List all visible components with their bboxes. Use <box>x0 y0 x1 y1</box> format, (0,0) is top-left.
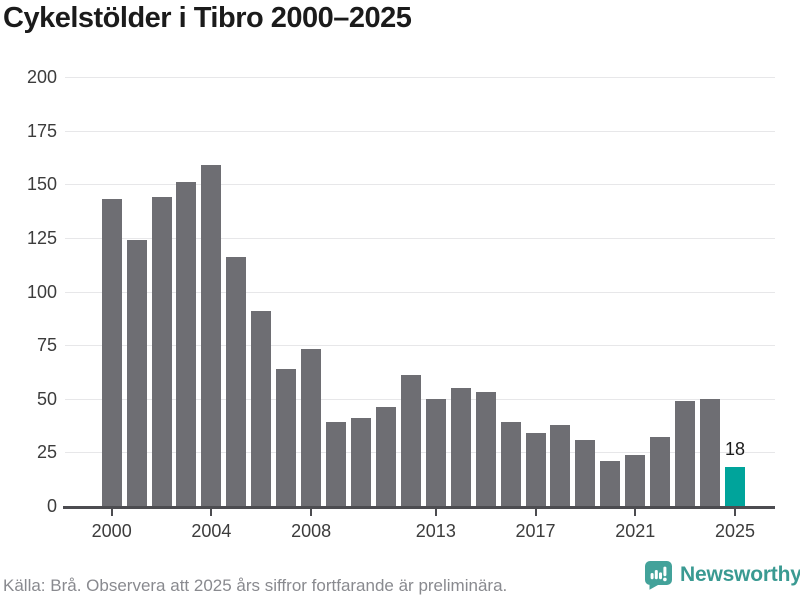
x-tick-label: 2000 <box>91 521 132 541</box>
bar-2017 <box>525 433 546 506</box>
y-axis: 0 25 50 75 100 125 150 175 200 <box>0 67 57 516</box>
bar-2015 <box>475 392 496 506</box>
chart-title: Cykelstölder i Tibro 2000–2025 <box>3 2 412 34</box>
gridline <box>65 237 775 239</box>
x-tick-label: 2004 <box>191 521 232 541</box>
bar-2007 <box>276 368 297 506</box>
bar-2012 <box>400 375 421 506</box>
x-tick-mark <box>434 509 437 516</box>
y-tick-label: 25 <box>36 442 57 463</box>
bar-2005 <box>226 257 247 506</box>
y-tick-label: 175 <box>26 120 57 141</box>
bar-2001 <box>126 240 147 506</box>
x-tick-mark <box>634 509 637 516</box>
bar-2022 <box>650 437 671 506</box>
y-tick-label: 0 <box>46 496 57 516</box>
bar-2006 <box>251 310 272 506</box>
bar-2004 <box>201 164 222 506</box>
bar-value-label: 18 <box>724 439 746 460</box>
x-tick-label: 2017 <box>515 521 556 541</box>
x-tick-mark <box>210 509 213 516</box>
y-tick-label: 200 <box>26 67 57 87</box>
bar-2018 <box>550 424 571 506</box>
y-tick-label: 75 <box>36 335 57 356</box>
bar-2013 <box>425 398 446 506</box>
y-tick-label: 100 <box>26 281 57 302</box>
bar-2008 <box>301 349 322 506</box>
y-tick-label: 125 <box>26 227 57 248</box>
bar-2016 <box>500 422 521 506</box>
x-tick-label: 2008 <box>291 521 332 541</box>
bar-2020 <box>600 460 621 506</box>
x-tick-mark <box>310 509 313 516</box>
bar-2002 <box>151 197 172 506</box>
y-tick-label: 50 <box>36 388 57 409</box>
newsworthy-logo-text: Newsworthy <box>680 563 800 586</box>
chart-speech-bubble-icon <box>645 561 672 590</box>
x-tick-mark <box>534 509 537 516</box>
bar-2019 <box>575 439 596 506</box>
bar-2003 <box>176 182 197 506</box>
bar-2000 <box>101 199 122 506</box>
bar-2009 <box>326 422 347 506</box>
newsworthy-logo[interactable]: Newsworthy <box>644 560 800 590</box>
x-tick-mark <box>734 509 736 516</box>
plot-area: 2000 2004 2008 2013 2017 2021 2025 18 <box>63 77 775 541</box>
bar-2023 <box>675 400 696 506</box>
y-tick-label: 150 <box>26 174 57 195</box>
gridline <box>65 291 775 293</box>
x-axis-line <box>63 506 775 509</box>
bar-2011 <box>375 407 396 506</box>
bar-2014 <box>450 388 471 506</box>
gridline <box>65 130 775 132</box>
bar-2024 <box>700 398 721 506</box>
source-note: Källa: Brå. Observera att 2025 års siffr… <box>3 576 508 595</box>
x-tick-label: 2025 <box>714 521 756 541</box>
x-tick-label: 2021 <box>615 521 656 541</box>
bar-2021 <box>625 454 646 506</box>
bar-2010 <box>351 418 372 506</box>
x-tick-label: 2013 <box>415 521 456 541</box>
bar-2025 <box>725 467 745 506</box>
gridline <box>65 345 775 347</box>
gridline <box>65 184 775 186</box>
gridline <box>65 77 775 78</box>
x-tick-mark <box>110 509 113 516</box>
